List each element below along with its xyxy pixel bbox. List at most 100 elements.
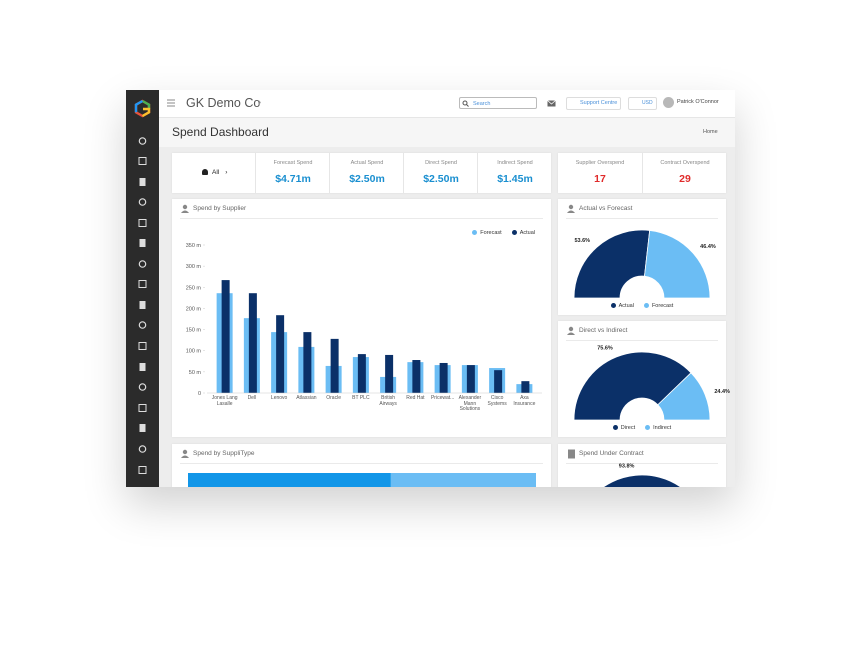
chart-panel: Actual vs Forecast 53.6% 46.4% Actual Forec… [558,199,726,315]
data-label: 46.4% [700,244,716,250]
y-tick-label: 200 m [186,306,202,312]
nav-item[interactable] [139,239,146,247]
bar [412,360,421,393]
y-tick-label: 250 m [186,285,202,291]
x-tick-label: BT PLC [352,395,370,401]
x-tick-label: Lenovo [270,395,288,401]
avatar[interactable] [663,97,674,108]
nav-item[interactable] [139,301,146,309]
nav-glyph [138,321,147,329]
nav-glyph [139,301,146,309]
search-icon [462,100,469,107]
legend-swatch [511,230,517,235]
nav-item[interactable] [138,383,147,391]
nav-item[interactable] [138,466,147,474]
legend: Forecast Actual [472,230,535,236]
nav-glyph [138,342,147,350]
sidebar [126,90,159,487]
data-label: 93.8% [619,463,635,469]
nav-item[interactable] [138,157,147,165]
currency-label: USD [642,100,653,106]
kpi-cell: Contract Overspend 29 [642,153,727,193]
nav-item[interactable] [139,178,146,186]
nav-item[interactable] [138,137,147,145]
chart-panel: Spend Under Contract 93.8% [558,444,726,487]
stacked-bar [188,473,536,487]
nav-glyph [138,260,147,268]
legend-swatch [610,303,616,308]
logo-shape [141,107,151,118]
x-tick-label: Jones Lang Lasalle [211,395,238,407]
nav-item[interactable] [138,404,147,412]
breadcrumb[interactable]: Home [703,129,718,135]
bar [466,365,475,393]
x-tick-label: Atlassian [296,395,317,401]
nav-item[interactable] [138,260,147,268]
nav-item[interactable] [139,424,146,432]
icon-body [567,210,575,213]
support-button[interactable]: Support Centre [566,97,622,110]
menu-icon[interactable] [167,99,176,107]
icon-body [181,210,189,213]
filter-button[interactable]: All › [202,169,227,176]
legend-swatch [472,230,478,235]
icon-body [181,455,189,458]
nav-item[interactable] [138,321,147,329]
kpi-label: Indirect Spend [497,160,533,166]
panel-title: Direct vs Indirect [579,327,628,334]
legend-item: Indirect [645,425,671,431]
donut-segment [602,474,682,487]
nav-glyph [138,198,147,206]
nav-item[interactable] [138,198,147,206]
y-tick-label: 350 m [186,243,202,249]
legend-item: Direct [612,425,635,431]
donut-segment [573,229,651,299]
bar-segment [390,473,536,487]
legend-item: Forecast [472,230,502,236]
y-tick-label: 300 m [186,264,202,270]
search-lens [462,100,468,106]
nav-glyph [139,363,146,371]
nav-glyph [139,239,146,247]
nav-item[interactable] [138,280,147,288]
legend-label: Actual [519,230,535,236]
nav-item[interactable] [138,342,147,350]
legend-label: Forecast [651,303,674,309]
company-name[interactable]: GK Demo Co [186,96,261,110]
y-tick-label: 150 m [186,328,202,334]
search-box[interactable]: Search [459,97,537,109]
semi-donut: 53.6% 46.4% [573,229,716,299]
nav-item[interactable] [138,219,147,227]
logo[interactable] [126,90,159,120]
bar [248,293,257,393]
currency-button[interactable]: USD [628,97,657,110]
nav-item[interactable] [138,445,147,453]
bar [221,280,230,393]
chart-panel: Spend by Supplier 0 50 m 100 m 150 m 200 m 25… [172,199,551,437]
panel-icon [181,449,189,458]
kpi-value: $4.71m [275,173,311,185]
nav-item[interactable] [139,363,146,371]
kpi-label: Actual Spend [350,160,384,166]
y-tick-label: 0 [198,391,201,397]
legend-label: Indirect [653,425,672,431]
icon-head [568,326,574,332]
legend-label: Actual [618,303,634,309]
logo-shape [134,99,144,113]
user-name[interactable]: Patrick O'Connor [677,99,719,105]
page-title: Spend Dashboard [172,125,269,139]
panel-title: Spend by Supplier [193,205,247,212]
kpi-value: 29 [679,173,691,185]
nav-glyph [138,137,147,145]
legend-swatch [612,425,618,430]
kpi-cell: Indirect Spend $1.45m [477,153,552,193]
nav-icons [138,137,147,474]
x-tick-label: British Airways [379,395,397,407]
x-tick-label: Pricewat... [430,395,455,401]
icon-head [182,204,188,210]
kpi-value: 17 [594,173,606,185]
user-icon [202,169,208,175]
semi-donut: 75.6% 24.4% [573,346,730,421]
mail-icon[interactable] [547,100,556,107]
